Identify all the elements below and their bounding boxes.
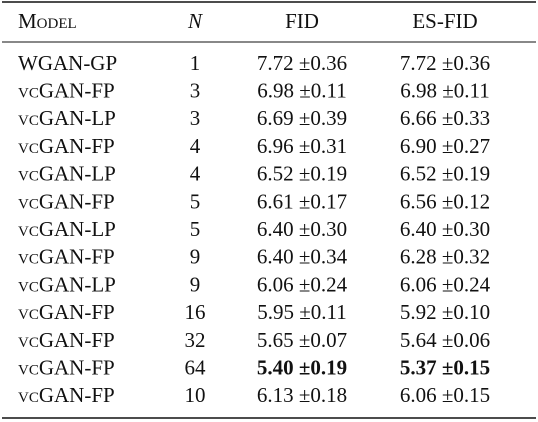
table-cell: vcGAN-FP xyxy=(18,189,115,213)
header-cell: FID xyxy=(285,9,319,33)
header-cell: ES-FID xyxy=(412,9,477,33)
table-cell: 64 xyxy=(185,356,207,380)
table-cell: 6.40 ±0.34 xyxy=(257,245,348,269)
table-cell: 10 xyxy=(185,383,206,407)
table-cell: 6.40 ±0.30 xyxy=(257,217,347,241)
table-cell: 6.52 ±0.19 xyxy=(400,162,490,186)
table-cell: 6.40 ±0.30 xyxy=(400,217,490,241)
table-cell: 5.37 ±0.15 xyxy=(400,356,490,380)
table-cell: vcGAN-FP xyxy=(18,356,115,380)
table-cell: 6.98 ±0.11 xyxy=(257,79,347,103)
table-cell: vcGAN-FP xyxy=(18,300,115,324)
table-cell: vcGAN-LP xyxy=(18,272,116,296)
table-cell: 6.56 ±0.12 xyxy=(400,189,490,213)
table-cell: 6.06 ±0.24 xyxy=(257,272,348,296)
table-cell: 5.64 ±0.06 xyxy=(400,328,490,352)
table-cell: 5.65 ±0.07 xyxy=(257,328,347,352)
table-cell: vcGAN-FP xyxy=(18,79,115,103)
header-cell: Model xyxy=(18,9,77,33)
table-cell: vcGAN-FP xyxy=(18,245,115,269)
table-cell: 6.52 ±0.19 xyxy=(257,162,347,186)
table-cell: 4 xyxy=(190,134,201,158)
table-cell: 5.92 ±0.10 xyxy=(400,300,490,324)
table-cell: vcGAN-FP xyxy=(18,328,115,352)
table-cell: 6.66 ±0.33 xyxy=(400,106,490,130)
table-cell: 6.69 ±0.39 xyxy=(257,106,347,130)
table-cell: 32 xyxy=(185,328,206,352)
table-cell: 6.61 ±0.17 xyxy=(257,189,347,213)
table-cell: 6.28 ±0.32 xyxy=(400,245,490,269)
table-cell: 6.06 ±0.15 xyxy=(400,383,490,407)
table-cell: 6.98 ±0.11 xyxy=(400,79,490,103)
table-cell: 5.40 ±0.19 xyxy=(257,356,347,380)
table-cell: 3 xyxy=(190,79,201,103)
table-cell: 7.72 ±0.36 xyxy=(257,51,347,75)
table-cell: 1 xyxy=(190,51,201,75)
table-cell: 5 xyxy=(190,217,201,241)
table-cell: vcGAN-FP xyxy=(18,134,115,158)
table-cell: vcGAN-FP xyxy=(18,383,115,407)
table-cell: 16 xyxy=(185,300,206,324)
table-cell: 6.06 ±0.24 xyxy=(400,272,491,296)
header-cell: N xyxy=(187,9,203,33)
table-cell: vcGAN-LP xyxy=(18,106,116,130)
table-cell: 4 xyxy=(190,162,201,186)
table-cell: WGAN-GP xyxy=(18,51,117,75)
table-cell: 6.90 ±0.27 xyxy=(400,134,490,158)
table-cell: 9 xyxy=(190,272,201,296)
table-cell: 5 xyxy=(190,189,201,213)
table-cell: 3 xyxy=(190,106,201,130)
table-cell: 6.96 ±0.31 xyxy=(257,134,347,158)
table-cell: vcGAN-LP xyxy=(18,162,116,186)
table-cell: 7.72 ±0.36 xyxy=(400,51,490,75)
table-cell: 9 xyxy=(190,245,201,269)
table-cell: 6.13 ±0.18 xyxy=(257,383,347,407)
table-cell: 5.95 ±0.11 xyxy=(257,300,347,324)
table-cell: vcGAN-LP xyxy=(18,217,116,241)
